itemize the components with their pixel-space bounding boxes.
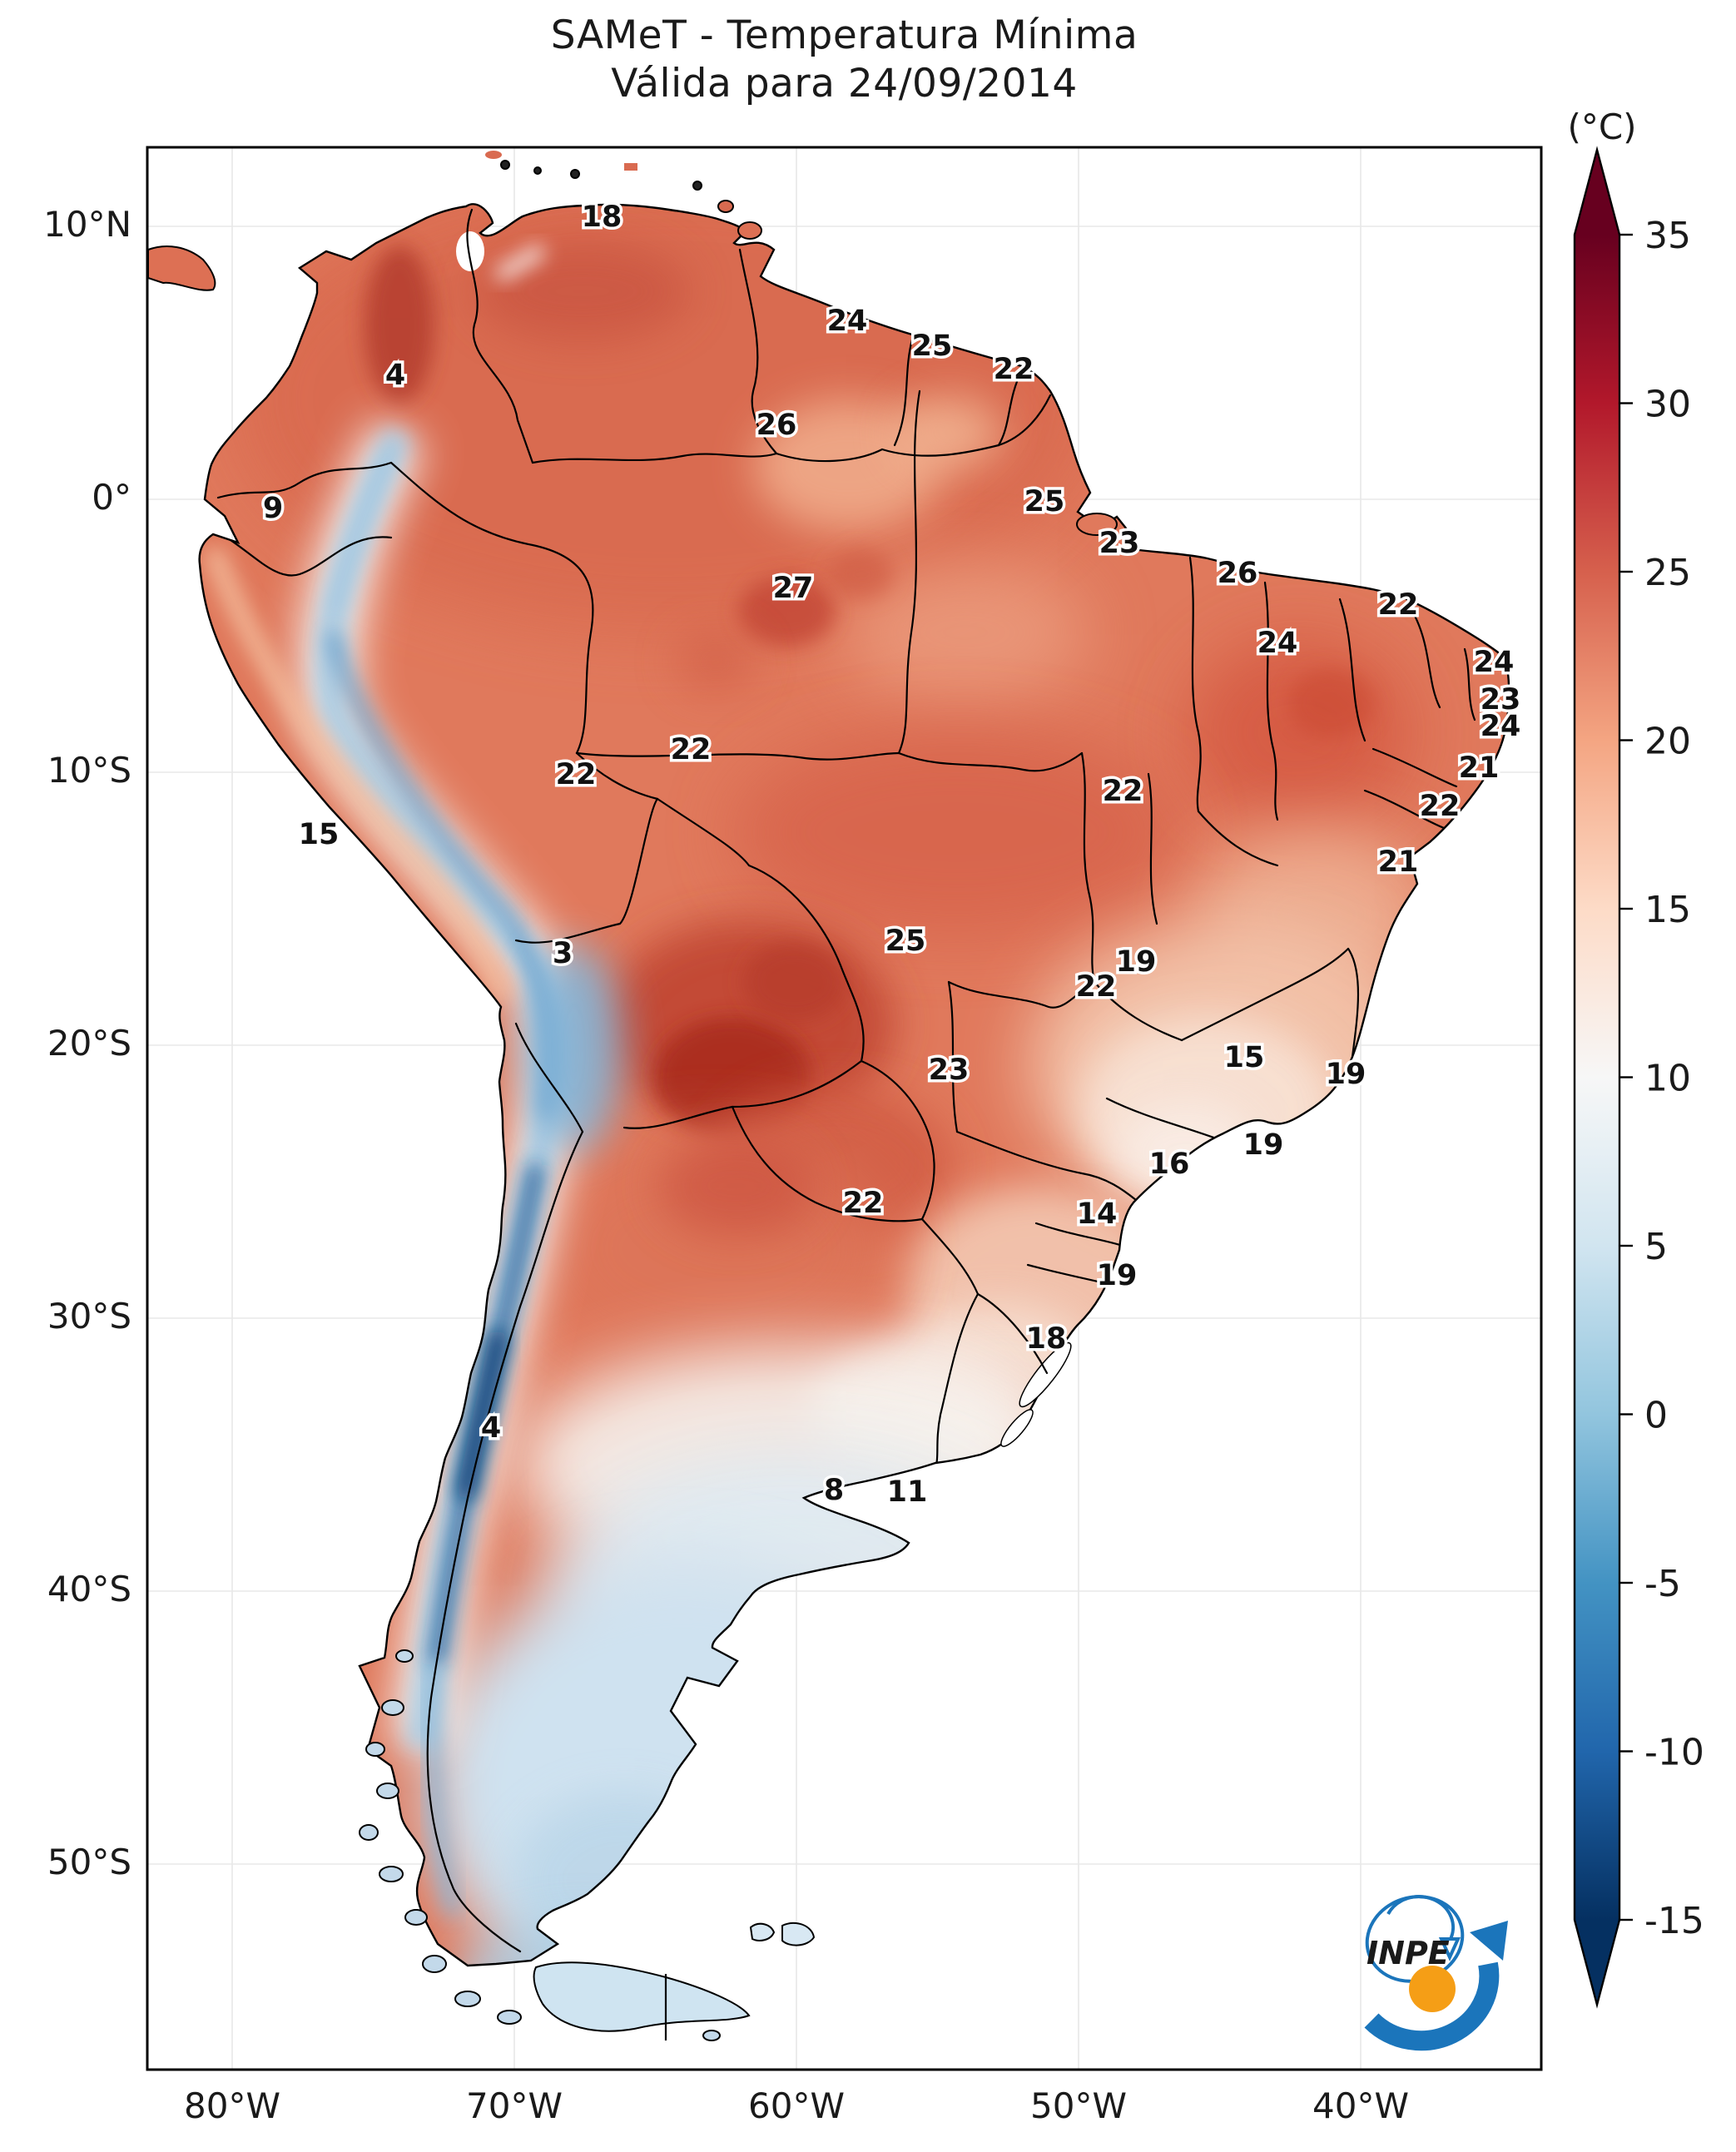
temperature-label: 22 bbox=[1103, 775, 1143, 808]
temperature-label: 15 bbox=[1224, 1041, 1265, 1074]
lat-tick-label: 0° bbox=[92, 477, 131, 518]
lat-tick-label: 10°S bbox=[47, 750, 131, 791]
temperature-label: 19 bbox=[1097, 1259, 1138, 1292]
temperature-label: 14 bbox=[1077, 1197, 1118, 1231]
colorbar-tick-label: 5 bbox=[1644, 1226, 1668, 1268]
temperature-label: 22 bbox=[1420, 790, 1461, 823]
colorbar: 35 30 25 20 15 10 5 0 -5 -10 -15 bbox=[1573, 146, 1704, 2009]
temperature-label: 23 bbox=[1481, 683, 1521, 717]
temperature-label: 22 bbox=[1076, 970, 1117, 1004]
logo-swoosh-arrowhead bbox=[1470, 1921, 1508, 1961]
lon-tick-label: 40°W bbox=[1312, 2085, 1409, 2126]
colorbar-tick-label: 30 bbox=[1644, 384, 1691, 426]
temperature-label: 18 bbox=[582, 201, 622, 234]
islands-and-lakes bbox=[147, 151, 1118, 2041]
lon-tick-label: 80°W bbox=[184, 2085, 280, 2126]
temperature-label: 24 bbox=[827, 305, 868, 338]
temperature-label: 22 bbox=[994, 353, 1034, 386]
political-borders bbox=[216, 208, 1476, 1953]
temperature-label: 25 bbox=[912, 330, 953, 363]
colorbar-tick-label: 20 bbox=[1644, 721, 1691, 763]
temperature-label: 23 bbox=[1099, 527, 1140, 560]
temperature-label: 21 bbox=[1459, 751, 1500, 785]
temperature-label: 24 bbox=[1481, 710, 1521, 743]
temperature-label: 25 bbox=[1024, 485, 1065, 518]
lat-tick-label: 40°S bbox=[47, 1569, 131, 1609]
temperature-label: 22 bbox=[1378, 588, 1419, 622]
colorbar-ticks: 35 30 25 20 15 10 5 0 -5 -10 -15 bbox=[1619, 215, 1704, 1942]
lat-tick-label: 10°N bbox=[43, 204, 131, 245]
temperature-label: 4 bbox=[385, 359, 405, 392]
colorbar-tick-label: -15 bbox=[1644, 1900, 1704, 1942]
colorbar-tick-label: -10 bbox=[1644, 1732, 1704, 1774]
colorbar-tick-label: 25 bbox=[1644, 552, 1691, 594]
lat-tick-label: 30°S bbox=[47, 1296, 131, 1336]
temperature-field bbox=[199, 204, 1510, 1966]
temperature-label: 11 bbox=[887, 1475, 928, 1509]
temperature-label: 19 bbox=[1243, 1128, 1284, 1162]
colorbar-tick-label: 35 bbox=[1644, 215, 1691, 257]
logo-inpe-text: INPE bbox=[1366, 1935, 1450, 1971]
temperature-label: 23 bbox=[929, 1054, 970, 1087]
logo-sun-circle bbox=[1409, 1966, 1456, 2012]
temperature-label: 27 bbox=[773, 572, 814, 605]
temperature-label: 16 bbox=[1149, 1148, 1190, 1181]
temperature-label: 19 bbox=[1326, 1058, 1366, 1091]
inpe-logo: INPE bbox=[1364, 1895, 1508, 2051]
title-block: SAMeT - Temperatura Mínima Válida para 2… bbox=[147, 12, 1541, 108]
colorbar-unit-label: (°C) bbox=[1567, 107, 1637, 147]
colorbar-bar bbox=[1573, 146, 1621, 2009]
temperature-label: 18 bbox=[1026, 1322, 1067, 1356]
temperature-label: 8 bbox=[824, 1474, 844, 1507]
temperature-label: 21 bbox=[1378, 845, 1419, 879]
lon-tick-label: 60°W bbox=[748, 2085, 845, 2126]
colorbar-tick-label: -5 bbox=[1644, 1563, 1681, 1605]
temperature-label: 22 bbox=[843, 1187, 884, 1220]
logo-swoosh bbox=[1364, 1961, 1500, 2051]
colorbar-tick-label: 0 bbox=[1644, 1395, 1668, 1437]
lon-tick-label: 50°W bbox=[1030, 2085, 1127, 2126]
map-frame bbox=[146, 146, 1543, 2071]
lat-tick-label: 50°S bbox=[47, 1842, 131, 1882]
map-title: SAMeT - Temperatura Mínima bbox=[550, 12, 1138, 58]
temperature-label: 22 bbox=[556, 758, 597, 791]
temperature-label: 19 bbox=[1116, 945, 1157, 979]
temperature-label: 15 bbox=[299, 818, 340, 851]
logo-down-arrowhead bbox=[1438, 1937, 1461, 1961]
temperature-label: 24 bbox=[1474, 646, 1515, 679]
temperature-label: 25 bbox=[885, 925, 926, 958]
lon-tick-label: 70°W bbox=[466, 2085, 563, 2126]
logo-orbit-inner bbox=[1386, 1895, 1455, 1941]
map-subtitle-date: Válida para 24/09/2014 bbox=[611, 61, 1078, 107]
temperature-label: 24 bbox=[1257, 627, 1298, 660]
lat-tick-label: 20°S bbox=[47, 1023, 131, 1064]
colorbar-tick-label: 15 bbox=[1644, 889, 1691, 931]
colorbar-tick-label: 10 bbox=[1644, 1058, 1691, 1100]
temperature-label: 26 bbox=[1218, 557, 1258, 590]
temperature-label: 4 bbox=[481, 1411, 501, 1445]
temperature-label: 22 bbox=[671, 733, 712, 766]
temperature-label: 3 bbox=[553, 937, 573, 970]
temperature-label: 9 bbox=[263, 492, 283, 525]
temperature-label: 26 bbox=[756, 409, 797, 442]
